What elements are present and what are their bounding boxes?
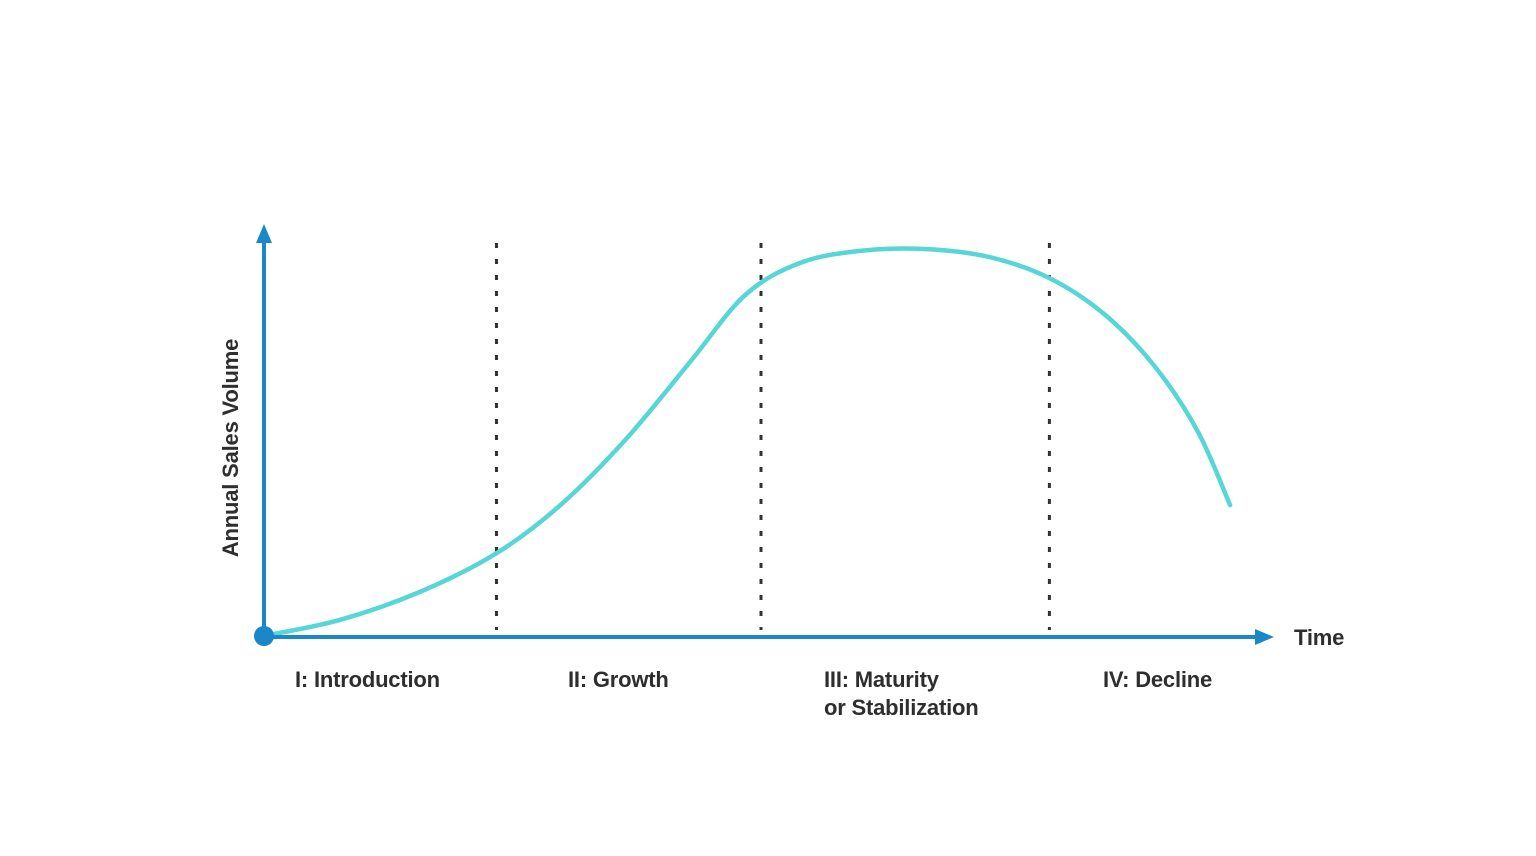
phase-label-line: II: Growth [568, 667, 669, 692]
origin-point [254, 626, 274, 646]
phase-label-line: I: Introduction [295, 667, 440, 692]
phase-label-line: III: Maturity [824, 667, 939, 692]
x-axis-label: Time [1294, 625, 1345, 650]
phase-label-introduction: I: Introduction [295, 666, 440, 694]
phase-label-maturity: III: Maturity or Stabilization [824, 666, 979, 722]
lifecycle-curve [261, 246, 1233, 639]
phase-label-decline: IV: Decline [1103, 666, 1212, 694]
phase-divider-lines [495, 243, 1051, 630]
phase-label-line: IV: Decline [1103, 667, 1213, 692]
x-axis-arrow-icon [1255, 629, 1274, 645]
phase-label-growth: II: Growth [568, 666, 669, 694]
phase-label-line: or Stabilization [824, 695, 979, 720]
y-axis-arrow-icon [256, 224, 272, 243]
y-axis-label: Annual Sales Volume [218, 338, 243, 558]
